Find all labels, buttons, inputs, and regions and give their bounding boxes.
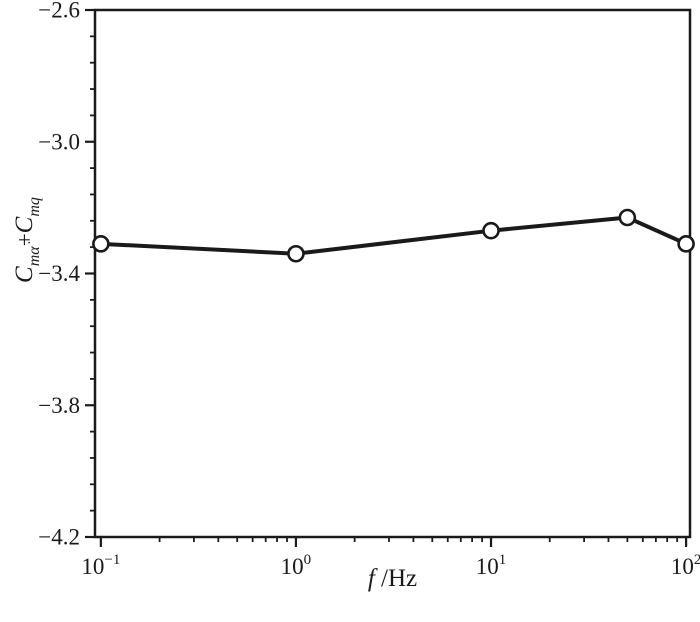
- y-tick-label: −3.8: [38, 393, 80, 418]
- y-tick-label: −2.6: [38, 0, 80, 23]
- x-tick-label: 10−1: [81, 552, 120, 579]
- y-tick-label: −3.4: [38, 261, 80, 286]
- x-tick-label: 100: [281, 552, 312, 579]
- data-point-marker: [92, 235, 110, 253]
- data-point-marker: [618, 208, 637, 227]
- y-axis-label: Cmα̇+Cmq: [11, 197, 43, 283]
- x-tick-label: 102: [671, 552, 700, 579]
- x-axis-label: f /Hz: [368, 565, 417, 592]
- data-point-marker: [482, 221, 500, 240]
- x-tick-label: 101: [476, 552, 506, 579]
- data-point-marker: [287, 244, 305, 263]
- y-tick-label: −3.0: [38, 129, 80, 154]
- y-tick-label: −4.2: [38, 525, 80, 550]
- data-point-marker: [677, 235, 695, 253]
